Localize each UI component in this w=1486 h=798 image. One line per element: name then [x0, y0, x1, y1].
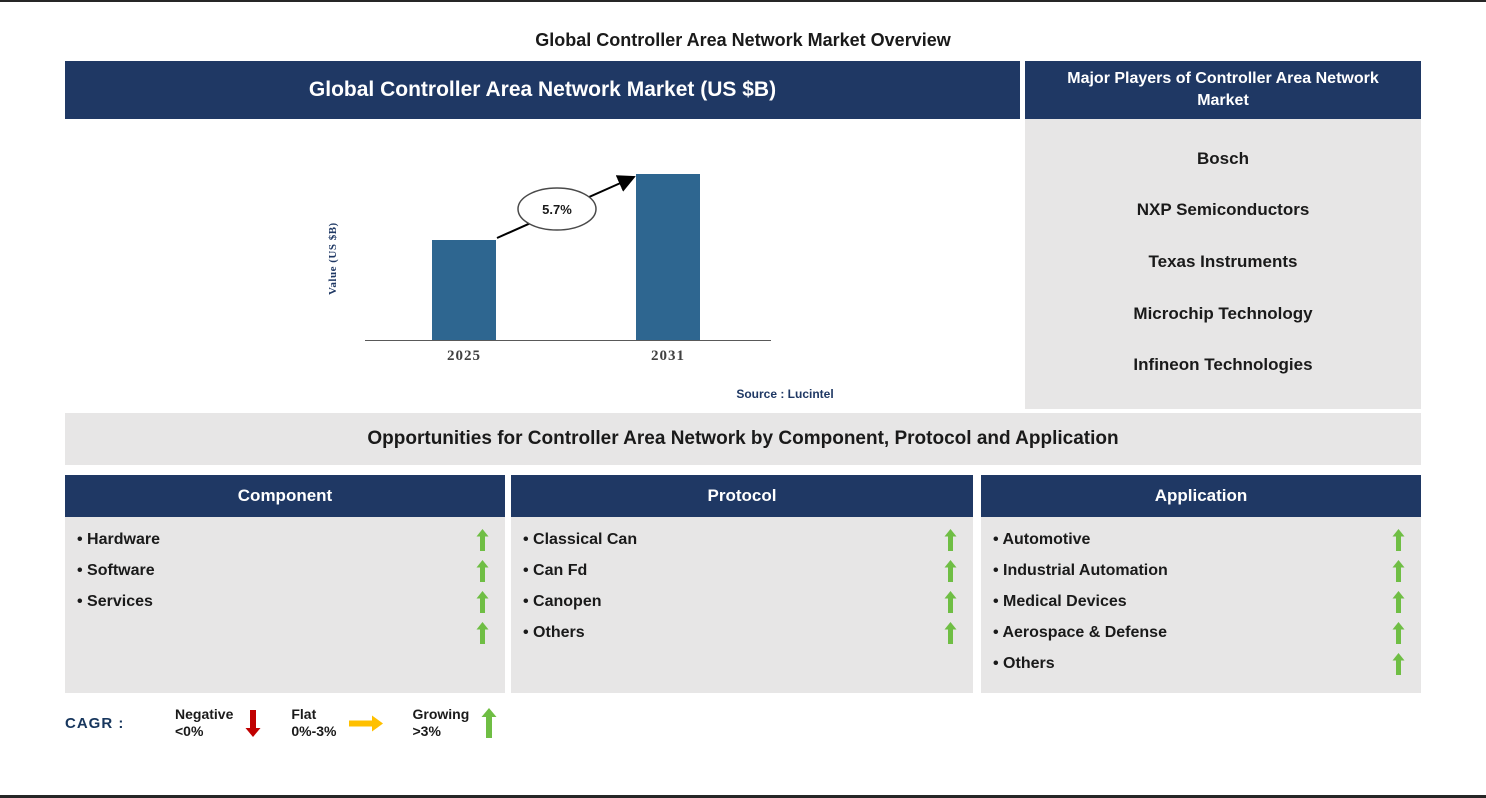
- item-label: Others: [993, 655, 1392, 673]
- application-column: Application Automotive Industrial Automa…: [981, 475, 1421, 693]
- legend-label: Growing: [412, 705, 470, 722]
- legend-entry-growing: Growing >3%: [393, 706, 508, 741]
- page-title: Global Controller Area Network Market Ov…: [535, 30, 951, 50]
- component-body: Hardware Software Services: [65, 517, 505, 693]
- trend-flat-icon: [348, 715, 383, 732]
- legend-entry-negative: Negative <0%: [155, 706, 271, 741]
- legend-text: Growing >3%: [413, 706, 470, 741]
- list-item: Can Fd: [523, 555, 957, 586]
- legend-label: Negative: [175, 705, 234, 722]
- trend-up-icon: [1392, 559, 1405, 582]
- trend-up-icon: [476, 528, 489, 551]
- item-label: Others: [523, 624, 944, 642]
- player-name: Texas Instruments: [1148, 251, 1298, 271]
- legend-prefix: CAGR :: [65, 714, 125, 732]
- trend-up-icon: [1392, 652, 1405, 675]
- trend-up-icon: [944, 590, 957, 613]
- x-tick-2031: 2031: [651, 348, 685, 364]
- legend-label: Flat: [291, 705, 317, 722]
- legend-range: >3%: [412, 723, 441, 739]
- item-label: Aerospace & Defense: [993, 624, 1392, 642]
- legend-range: 0%-3%: [291, 723, 337, 739]
- trend-up-icon: [1392, 590, 1405, 613]
- players-list: Bosch NXP Semiconductors Texas Instrumen…: [1025, 119, 1421, 409]
- item-label: Can Fd: [523, 562, 944, 580]
- list-item: Software: [77, 555, 489, 586]
- item-label: Medical Devices: [993, 593, 1392, 611]
- list-item: Others: [523, 617, 957, 648]
- top-row: Global Controller Area Network Market (U…: [65, 61, 1421, 409]
- item-label: Automotive: [993, 531, 1392, 549]
- player-name: Infineon Technologies: [1133, 355, 1313, 375]
- legend-text: Negative <0%: [175, 706, 233, 741]
- list-item: Automotive: [993, 524, 1405, 555]
- list-item: Services: [77, 586, 489, 617]
- cagr-ellipse: [517, 187, 597, 231]
- legend-range: <0%: [175, 723, 204, 739]
- item-label: Software: [77, 562, 476, 580]
- trend-up-icon: [1392, 528, 1405, 551]
- list-item: Aerospace & Defense: [993, 617, 1405, 648]
- trend-up-icon: [944, 559, 957, 582]
- item-label: Canopen: [523, 593, 944, 611]
- cagr-legend: CAGR : Negative <0% Flat 0%-3% Growing >…: [65, 701, 1421, 745]
- source-note: Source : Lucintel: [736, 387, 834, 401]
- protocol-header: Protocol: [511, 475, 973, 517]
- component-column: Component Hardware Software Services: [65, 475, 505, 693]
- chart-panel-header: Global Controller Area Network Market (U…: [65, 61, 1020, 119]
- x-tick-2025: 2025: [447, 348, 481, 364]
- protocol-body: Classical Can Can Fd Canopen Others: [511, 517, 973, 693]
- bar-2025: [432, 240, 496, 341]
- application-header: Application: [981, 475, 1421, 517]
- trend-up-icon: [476, 559, 489, 582]
- player-name: Microchip Technology: [1133, 303, 1313, 323]
- protocol-column: Protocol Classical Can Can Fd Canopen Ot…: [511, 475, 973, 693]
- list-item: Classical Can: [523, 524, 957, 555]
- item-label: Services: [77, 593, 476, 611]
- legend-text: Flat 0%-3%: [291, 706, 336, 741]
- list-item: Medical Devices: [993, 586, 1405, 617]
- list-item: Hardware: [77, 524, 489, 555]
- list-item: Industrial Automation: [993, 555, 1405, 586]
- bar-2031: [636, 174, 700, 341]
- trend-down-icon: [245, 709, 261, 737]
- trend-up-icon: [476, 621, 489, 644]
- trend-up-icon: [1392, 621, 1405, 644]
- item-label: Classical Can: [523, 531, 944, 549]
- trend-up-icon: [481, 708, 497, 738]
- player-name: Bosch: [1197, 148, 1249, 168]
- trend-up-icon: [944, 621, 957, 644]
- list-item: Others: [993, 648, 1405, 679]
- opportunities-header: Opportunities for Controller Area Networ…: [65, 413, 1421, 465]
- bar-chart: Value (US $B) 2025 2031 5.7% Source: [65, 119, 1020, 409]
- item-label: Hardware: [77, 531, 476, 549]
- players-panel-header: Major Players of Controller Area Network…: [1025, 61, 1421, 119]
- list-item: Canopen: [523, 586, 957, 617]
- application-body: Automotive Industrial Automation Medical…: [981, 517, 1421, 693]
- market-chart-panel: Global Controller Area Network Market (U…: [65, 61, 1020, 409]
- cagr-value: 5.7%: [542, 202, 572, 217]
- player-name: NXP Semiconductors: [1136, 200, 1310, 220]
- opportunity-columns: Component Hardware Software Services: [65, 475, 1421, 693]
- trend-up-icon: [944, 528, 957, 551]
- major-players-panel: Major Players of Controller Area Network…: [1025, 61, 1421, 409]
- list-item: [77, 617, 489, 648]
- growth-arrow: 5.7%: [496, 175, 636, 239]
- x-axis-line: [365, 340, 771, 341]
- legend-entry-flat: Flat 0%-3%: [271, 706, 392, 741]
- component-header: Component: [65, 475, 505, 517]
- trend-up-icon: [476, 590, 489, 613]
- item-label: Industrial Automation: [993, 562, 1392, 580]
